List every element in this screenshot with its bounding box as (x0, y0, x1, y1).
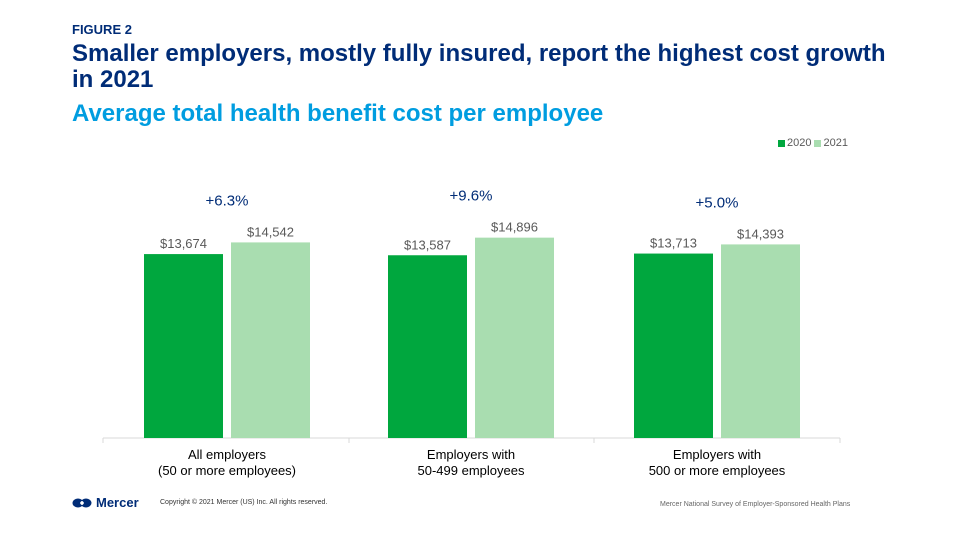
chart-title: Smaller employers, mostly fully insured,… (72, 40, 886, 93)
legend-swatch-2020 (778, 139, 785, 147)
data-label-2021: $14,393 (737, 226, 784, 241)
figure-label: FIGURE 2 (72, 22, 132, 37)
mercer-logo-text: Mercer (96, 495, 139, 510)
data-label-2020: $13,674 (160, 236, 207, 251)
mercer-logo-icon (72, 497, 92, 509)
bar-2021 (475, 237, 554, 438)
legend-item-2020: 2020 (778, 137, 811, 149)
copyright-text: Copyright © 2021 Mercer (US) Inc. All ri… (160, 499, 328, 506)
bar-2020 (634, 253, 713, 438)
legend-label-2020: 2020 (787, 137, 812, 149)
category-label: Employers with (427, 447, 515, 462)
bar-2021 (231, 242, 310, 438)
data-label-2021: $14,896 (491, 220, 538, 235)
category-label: Employers with (673, 447, 761, 462)
source-note: Mercer National Survey of Employer-Spons… (660, 501, 851, 508)
category-label: All employers (188, 447, 267, 462)
legend-swatch-2021 (814, 139, 822, 147)
legend-item-2021: 2021 (814, 137, 848, 149)
category-label: 500 or more employees (649, 463, 786, 478)
data-label-2020: $13,587 (404, 237, 451, 252)
growth-label: +6.3% (206, 192, 249, 209)
legend: 2020 2021 (778, 137, 851, 149)
chart-subtitle: Average total health benefit cost per em… (72, 100, 604, 127)
bar-2020 (144, 254, 223, 438)
data-label-2021: $14,542 (247, 224, 294, 239)
category-label: (50 or more employees) (158, 463, 296, 478)
data-label-2020: $13,713 (650, 236, 697, 251)
mercer-logo: Mercer (72, 495, 139, 510)
legend-label-2021: 2021 (823, 137, 848, 149)
bar-2021 (721, 244, 800, 438)
category-label: 50-499 employees (418, 463, 525, 478)
bar-2020 (388, 255, 467, 438)
growth-label: +9.6% (450, 188, 493, 205)
growth-label: +5.0% (696, 194, 739, 211)
